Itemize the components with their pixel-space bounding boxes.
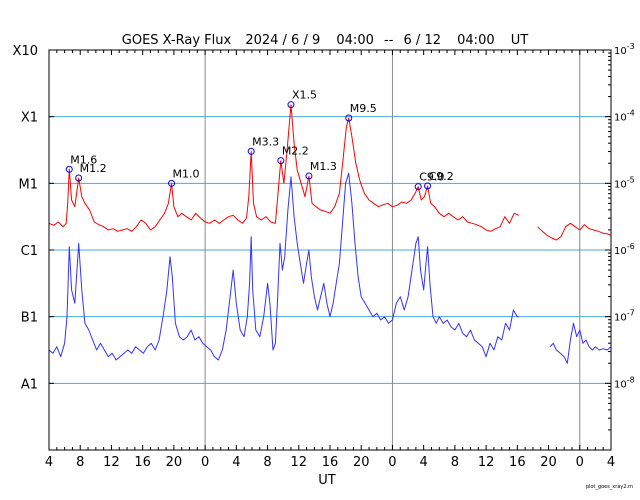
x-tick-label: 4	[232, 455, 240, 470]
flare-marker	[414, 183, 422, 191]
x-tick-label: 4	[45, 455, 53, 470]
flare-marker	[75, 174, 83, 182]
right-tick-label: 10-8	[614, 375, 635, 390]
flare-label: M1.0	[173, 167, 200, 180]
x-tick-label: 16	[322, 455, 339, 470]
flare-label: M1.2	[80, 162, 107, 175]
y-class-label: C1	[21, 244, 38, 259]
y-class-label: X10	[13, 44, 38, 59]
right-tick-label: 10-6	[614, 242, 635, 257]
x-tick-label: 20	[540, 455, 557, 470]
footer-note: plot_goes_xray2.m	[586, 484, 633, 490]
y-class-label: X1	[21, 111, 38, 126]
flare-label: C9.0	[419, 171, 444, 184]
flare-label: M9.5	[350, 102, 377, 115]
right-tick-label: 10-7	[614, 309, 635, 324]
grid-layer	[49, 50, 611, 450]
x-tick-label: 0	[388, 455, 396, 470]
flare-label: M1.6	[70, 153, 97, 166]
series-layer	[48, 104, 612, 364]
flare-marker	[345, 114, 353, 122]
x-tick-label: 12	[103, 455, 120, 470]
flare-marker	[247, 147, 255, 155]
x-tick-label: 4	[607, 455, 615, 470]
x-tick-label: 8	[263, 455, 271, 470]
y-class-label: B1	[21, 311, 38, 326]
flare-layer: M1.6M1.2 M1.0 M3.3M2.2 X1.5 M1.3 M9.5 C9.0C9.2	[65, 89, 454, 191]
x-tick-label: 20	[353, 455, 370, 470]
x-tick-label: 4	[420, 455, 428, 470]
flare-marker	[305, 172, 313, 180]
flare-label: M3.3	[252, 135, 279, 148]
y-class-label: M1	[19, 177, 39, 192]
x-tick-label: 20	[166, 455, 183, 470]
right-tick-label: 10-3	[614, 42, 635, 57]
y-class-label: A1	[21, 377, 38, 392]
short-channel-line	[48, 172, 519, 361]
chart-title: GOES X-Ray Flux 2024 / 6 / 9 04:00 -- 6 …	[122, 33, 528, 48]
flare-label: M2.2	[282, 145, 309, 158]
long-channel-line	[537, 222, 612, 241]
right-tick-label: 10-4	[614, 109, 635, 124]
axis-layer: X10 X1 M1 C1 B1 A1 10-3 10-4 10-5 10-6 10-7 10-8 4 8 1…	[13, 42, 635, 470]
flare-marker	[287, 101, 295, 109]
x-tick-label: 16	[134, 455, 151, 470]
flare-label: M1.3	[310, 160, 337, 173]
long-channel-line	[48, 104, 520, 232]
x-tick-label: 8	[451, 455, 459, 470]
x-tick-label: 0	[576, 455, 584, 470]
x-axis-label: UT	[318, 473, 336, 488]
flare-marker	[168, 179, 176, 187]
x-tick-label: 0	[201, 455, 209, 470]
flare-label: C9.2	[429, 170, 454, 183]
x-tick-label: 16	[509, 455, 526, 470]
flare-marker	[424, 182, 432, 190]
short-channel-line	[549, 322, 612, 364]
flare-marker	[65, 165, 73, 173]
flare-label: X1.5	[292, 89, 317, 102]
flare-marker	[277, 157, 285, 165]
x-tick-label: 8	[76, 455, 84, 470]
x-tick-label: 12	[478, 455, 495, 470]
x-tick-label: 12	[291, 455, 308, 470]
right-tick-label: 10-5	[614, 175, 635, 190]
